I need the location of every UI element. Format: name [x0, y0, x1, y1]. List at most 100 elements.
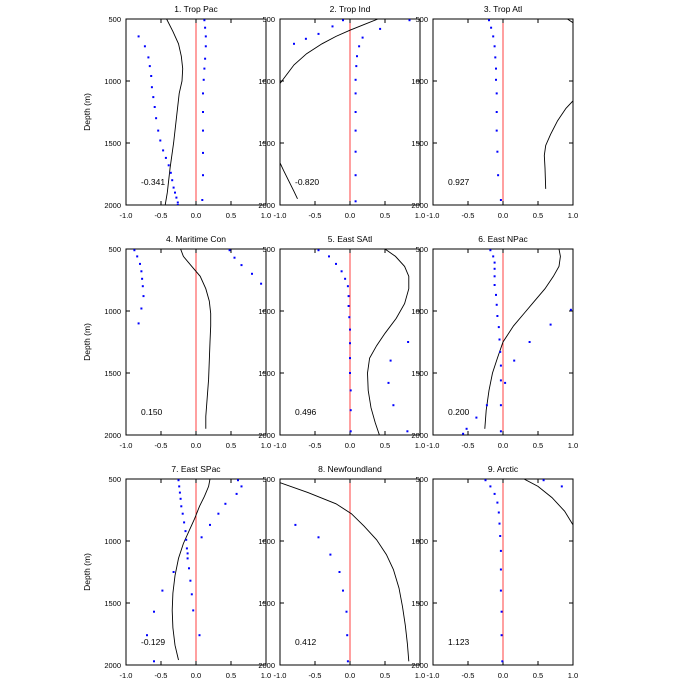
data-point	[542, 479, 545, 482]
data-point	[198, 634, 201, 637]
panel-3: 3. Trop Atl -1.0 -0.5 0.0 0.5 1.0 500 1000 1500 2…	[411, 4, 578, 220]
data-point	[354, 92, 357, 95]
x-tick-label: -0.5	[462, 441, 475, 450]
data-point	[500, 610, 503, 613]
data-point	[153, 660, 155, 663]
data-point	[204, 57, 207, 60]
data-point	[184, 530, 187, 533]
y-tick-label: 1000	[258, 307, 275, 316]
panel-4: 4. Maritime Con -1.0 -0.5 0.0 0.5 1.0 500 1000 1…	[82, 234, 271, 450]
data-point	[493, 284, 496, 286]
data-point	[136, 255, 139, 258]
y-axis-label: Depth (m)	[82, 93, 92, 131]
data-point	[178, 485, 181, 488]
plot-area	[488, 19, 573, 201]
x-tick-label: 1.0	[568, 211, 578, 220]
data-point	[392, 404, 395, 407]
y-tick-label: 500	[415, 475, 428, 484]
data-point	[387, 381, 390, 384]
data-point	[496, 315, 499, 317]
x-tick-label: -1.0	[274, 211, 287, 220]
panel-value-label: -0.820	[295, 177, 319, 187]
data-point	[498, 522, 501, 525]
data-point	[493, 492, 496, 495]
data-point	[498, 338, 501, 341]
x-tick-label: -0.5	[309, 441, 322, 450]
data-point	[488, 19, 490, 22]
data-point	[185, 547, 188, 550]
data-point	[346, 660, 349, 663]
x-tick-label: -1.0	[120, 441, 133, 450]
panel-1: 1. Trop Pac -1.0 -0.5 0.0 0.5 1.0 500 1000 1500 2…	[82, 4, 271, 220]
x-tick-label: -0.5	[462, 211, 475, 220]
y-tick-label: 1000	[104, 77, 121, 86]
x-tick-label: 1.0	[261, 211, 271, 220]
data-point	[354, 78, 357, 81]
x-tick-label: 0.5	[380, 441, 390, 450]
data-point	[349, 409, 352, 412]
data-point	[475, 416, 478, 419]
x-tick-label: -1.0	[120, 211, 133, 220]
y-tick-label: 1000	[411, 77, 428, 86]
x-tick-label: 1.0	[261, 671, 271, 680]
data-point	[175, 196, 178, 199]
x-tick-label: 0.0	[345, 441, 355, 450]
data-point	[209, 523, 211, 526]
data-point	[560, 485, 563, 488]
data-point	[179, 497, 182, 500]
data-point	[501, 660, 504, 663]
panel-title: 7. East SPac	[171, 464, 221, 474]
panel-title: 3. Trop Atl	[484, 4, 522, 14]
data-point	[204, 26, 207, 29]
data-point	[389, 359, 392, 362]
data-point	[347, 305, 350, 307]
x-tick-label: 0.5	[533, 211, 543, 220]
correlation-curve	[171, 479, 211, 661]
y-tick-label: 500	[262, 245, 275, 254]
data-point	[495, 78, 497, 81]
data-point	[349, 342, 351, 345]
data-point	[133, 249, 136, 252]
data-point	[167, 164, 170, 167]
data-point	[499, 364, 502, 367]
data-point	[499, 379, 502, 382]
x-tick-label: 0.5	[380, 671, 390, 680]
panel-value-label: 0.150	[141, 407, 163, 417]
data-point	[192, 609, 195, 612]
y-tick-label: 500	[415, 15, 428, 24]
data-point	[329, 553, 332, 556]
data-point	[499, 430, 502, 433]
data-point	[200, 536, 203, 539]
y-axis-label: Depth (m)	[82, 323, 92, 361]
plot-area	[317, 249, 410, 435]
data-point	[137, 35, 140, 38]
y-tick-label: 1000	[411, 307, 428, 316]
plot-area	[133, 249, 263, 429]
correlation-curve	[484, 249, 561, 429]
panel-value-label: 1.123	[448, 637, 470, 647]
y-tick-label: 1000	[258, 77, 275, 86]
panel-title: 6. East NPac	[478, 234, 528, 244]
data-point	[202, 174, 204, 177]
data-point	[493, 45, 496, 48]
x-tick-label: 0.0	[191, 441, 201, 450]
data-point	[189, 579, 192, 582]
y-tick-label: 1500	[258, 369, 275, 378]
plot-area	[484, 479, 573, 663]
data-point	[140, 307, 143, 310]
data-point	[164, 156, 167, 159]
data-point	[233, 256, 236, 259]
data-point	[174, 191, 176, 194]
data-point	[528, 341, 531, 343]
data-point	[159, 139, 162, 142]
data-point	[495, 129, 498, 132]
data-point	[152, 96, 155, 99]
panel-value-label: -0.129	[141, 637, 165, 647]
y-tick-label: 1500	[411, 139, 428, 148]
panel-value-label: -0.341	[141, 177, 165, 187]
correlation-curve-segment	[280, 162, 298, 199]
panel-title: 2. Trop Ind	[330, 4, 371, 14]
data-point	[504, 381, 507, 384]
data-point	[304, 37, 307, 40]
